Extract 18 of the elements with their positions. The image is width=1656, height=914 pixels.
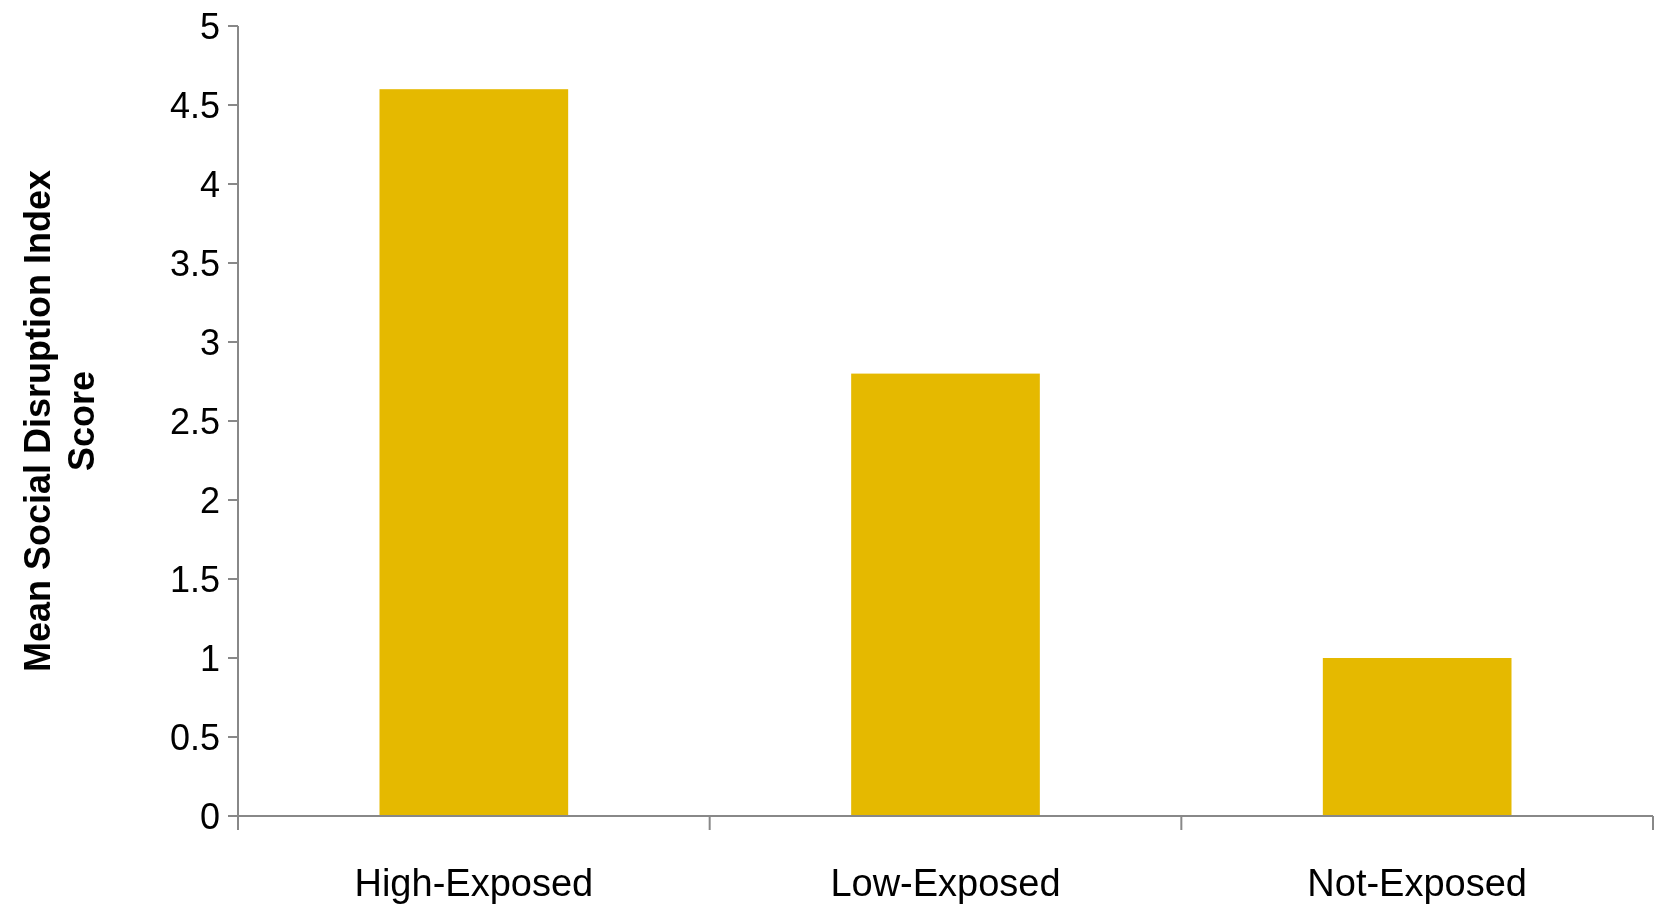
x-tick-label: High-Exposed	[354, 862, 594, 904]
y-tick-label: 5	[199, 5, 220, 47]
y-tick-label: 4.5	[169, 84, 220, 126]
y-tick-label: 1	[199, 637, 220, 679]
y-tick-label: 3	[199, 321, 220, 363]
bar	[1322, 658, 1512, 816]
x-tick-label: Low-Exposed	[830, 862, 1061, 904]
y-tick-label: 1.5	[169, 558, 220, 600]
y-axis-title: Mean Social Disruption Index Score	[17, 169, 102, 673]
y-tick-label: 2.5	[169, 400, 220, 442]
y-tick-label: 0.5	[169, 716, 220, 758]
bar	[379, 89, 569, 816]
y-tick-label: 2	[199, 479, 220, 521]
bar	[851, 373, 1040, 816]
y-tick-label: 0	[199, 795, 220, 837]
y-tick-label: 3.5	[169, 242, 220, 284]
x-tick-label: Not-Exposed	[1307, 862, 1527, 904]
y-tick-label: 4	[199, 163, 220, 205]
